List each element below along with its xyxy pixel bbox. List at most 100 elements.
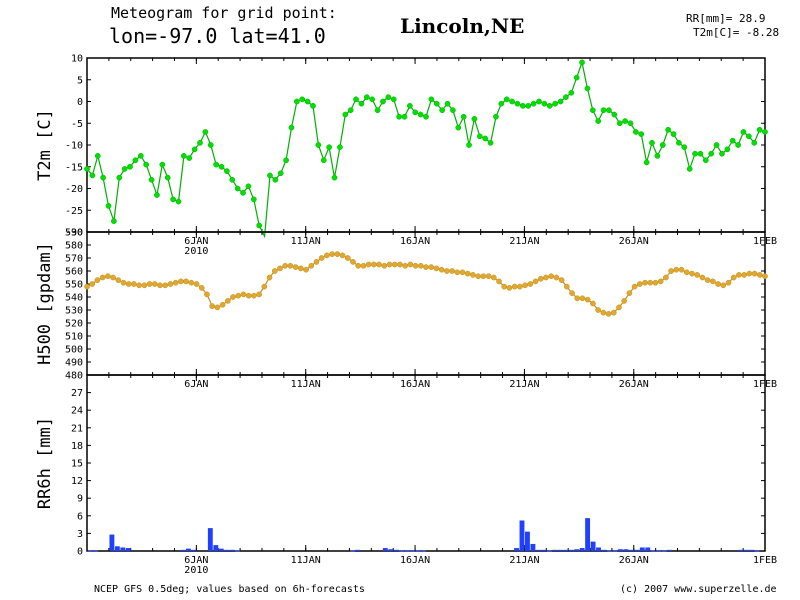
data-point [105, 273, 111, 280]
data-point [172, 279, 179, 286]
data-point [503, 96, 510, 103]
data-point [546, 103, 553, 109]
data-point [746, 133, 752, 140]
data-point [466, 142, 472, 148]
data-point [438, 266, 445, 273]
data-point [360, 262, 367, 269]
data-point [697, 150, 704, 157]
precip-bar [574, 549, 580, 551]
data-point [193, 281, 200, 287]
data-point [536, 98, 542, 105]
data-point [475, 273, 482, 280]
data-point [686, 166, 693, 172]
data-point [692, 150, 698, 157]
data-point [151, 281, 158, 287]
precip-bar [754, 550, 760, 552]
data-point [553, 274, 560, 281]
x-tick-label: 1FEB [753, 555, 777, 566]
data-point [271, 268, 278, 274]
data-point [715, 281, 721, 287]
data-point [428, 96, 435, 103]
data-point [537, 275, 544, 282]
data-point [303, 266, 309, 273]
data-point [197, 139, 203, 146]
data-point [543, 274, 549, 281]
precip-bar [557, 549, 563, 551]
series-line [86, 253, 766, 315]
data-point [720, 282, 727, 289]
data-point [137, 153, 144, 159]
x-tick-label: 26JAN [619, 236, 649, 247]
data-point [520, 103, 526, 109]
data-point [390, 96, 397, 103]
precip-bar [656, 550, 662, 552]
data-point [89, 172, 96, 179]
data-point [433, 265, 440, 272]
data-point [459, 269, 466, 276]
data-point [444, 100, 451, 107]
precip-bar [350, 550, 355, 552]
data-point [589, 107, 596, 114]
y-axis-label: RR6h [mm] [35, 417, 55, 509]
precip-bar [235, 550, 241, 552]
data-point [626, 290, 633, 296]
data-point [643, 159, 650, 166]
data-point [240, 190, 246, 196]
data-point [579, 59, 585, 66]
precip-bar [404, 550, 410, 552]
data-point [642, 279, 648, 286]
precip-bar [530, 543, 536, 551]
precip-bar [563, 549, 569, 551]
data-point [369, 96, 376, 103]
data-point [552, 100, 558, 107]
data-point [740, 129, 747, 135]
y-tick-label: 6 [77, 511, 83, 522]
data-point [638, 131, 645, 137]
y-tick-label: 550 [65, 280, 83, 291]
data-point [631, 283, 638, 290]
data-point [164, 174, 171, 181]
x-year-label: 2010 [184, 246, 208, 257]
data-point [386, 261, 393, 268]
data-point [423, 113, 429, 120]
data-point [412, 262, 419, 269]
data-point [627, 120, 634, 127]
data-point [673, 266, 680, 273]
data-point [647, 279, 654, 286]
precip-bar [645, 547, 651, 551]
x-tick-label: 21JAN [509, 236, 539, 247]
data-point [611, 111, 618, 118]
precip-bar [639, 547, 645, 551]
precip-bar [191, 549, 197, 551]
data-point [132, 157, 139, 164]
data-point [433, 100, 440, 107]
x-tick-label: 16JAN [400, 236, 430, 247]
data-point [579, 295, 586, 302]
data-point [548, 273, 555, 280]
data-point [439, 107, 445, 114]
data-point [530, 100, 537, 107]
data-point [522, 282, 528, 289]
data-point [610, 309, 617, 316]
data-point [277, 265, 283, 272]
x-tick-label: 11JAN [291, 236, 321, 247]
data-point [202, 129, 209, 135]
data-point [464, 270, 471, 277]
y-tick-label: -30 [65, 228, 83, 239]
data-point [590, 300, 596, 307]
x-tick-label: 6JAN [184, 555, 208, 566]
data-point [230, 294, 236, 300]
data-point [100, 174, 106, 181]
data-point [261, 283, 268, 290]
data-point [558, 277, 565, 283]
data-point [157, 282, 163, 289]
y-tick-label: 12 [71, 476, 83, 487]
data-point [84, 283, 90, 290]
precip-bar [667, 549, 673, 551]
data-point [266, 274, 273, 281]
data-point [318, 255, 325, 261]
data-point [563, 94, 569, 101]
data-point [234, 185, 241, 192]
data-point [509, 98, 515, 105]
data-point [584, 296, 591, 303]
